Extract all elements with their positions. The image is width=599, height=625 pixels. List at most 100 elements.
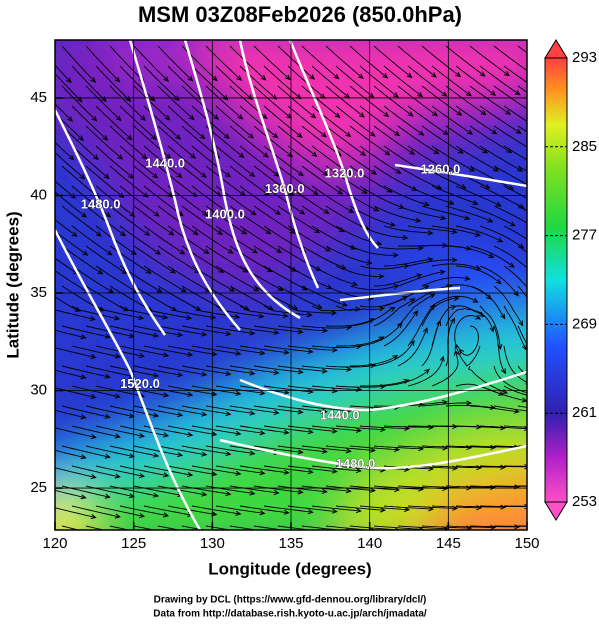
streamline-arrow [427,230,434,236]
streamline-arrow [341,301,349,307]
streamline-arrow [187,75,194,82]
streamline-arrow [234,314,241,320]
streamline [71,65,107,102]
streamline [469,125,512,153]
streamline [61,165,100,199]
streamline [517,205,527,212]
streamline [215,385,265,394]
streamline-arrow [378,273,385,279]
streamline [287,345,337,351]
streamline [335,105,376,137]
streamline [325,445,375,451]
streamline-arrow [80,334,87,340]
streamline-arrow [151,134,157,141]
streamline-arrow [163,512,170,518]
streamline [360,379,409,387]
streamline [263,145,304,176]
streamline-arrow [500,425,507,431]
streamline-arrow [348,208,355,213]
streamline [325,205,370,230]
streamline [503,425,527,428]
colorbar-body [544,57,568,503]
streamline [517,45,527,54]
streamline [157,205,199,235]
streamline [119,505,169,517]
streamline [301,285,348,306]
streamline [133,405,183,416]
streamline [133,165,173,198]
streamline-arrow [222,94,229,101]
streamline [493,405,527,412]
streamline [253,205,296,234]
streamline-arrow [99,306,106,312]
streamline-arrow [177,332,184,338]
streamline [503,345,527,383]
streamline [157,125,196,159]
streamline [445,485,496,488]
streamline [143,225,185,255]
streamline [253,85,292,119]
streamline-arrow [80,454,87,460]
streamline-arrow [325,246,332,252]
streamline-arrow [273,489,280,496]
streamline [431,145,475,172]
streamline-arrow [509,221,516,227]
streamline [311,425,361,432]
streamline-arrow [249,450,256,456]
streamline [311,305,360,312]
streamline [349,45,388,79]
streamline-arrow [394,130,401,137]
streamline [239,105,278,138]
streamline [431,105,473,135]
streamline-arrow [378,306,386,312]
streamline-arrow [273,329,280,335]
streamline-arrow [179,249,186,255]
streamline-arrow [323,208,330,215]
streamline-arrow [346,366,353,372]
streamline-arrow [201,371,208,377]
streamline [277,485,327,493]
streamline-arrow [66,77,72,84]
streamline [229,165,270,196]
y-tick-label: 25 [30,479,47,496]
streamline [119,425,169,437]
streamline-arrow [276,248,283,254]
contour-line [394,163,527,188]
streamline [287,505,337,513]
streamline [157,325,207,336]
streamline [191,185,232,216]
streamline-arrow [80,374,87,380]
streamline [133,485,183,496]
streamline-arrow [80,494,87,500]
streamline-arrow [451,229,458,235]
streamline [239,185,281,215]
streamline-arrow [115,115,122,122]
streamline [55,257,79,275]
streamline [311,105,351,137]
streamline-arrow [482,148,489,154]
streamline [95,145,134,179]
streamline-arrow [442,129,449,136]
streamline-arrow [249,330,256,336]
streamline [253,45,291,80]
streamline-arrow [163,392,170,398]
streamline-arrow [226,531,231,535]
streamline-arrow [259,390,266,396]
streamline-arrow [113,315,121,321]
streamline [373,205,421,222]
streamline-arrow [67,116,74,122]
streamline [445,404,495,409]
streamline [359,225,408,239]
colorbar-max-arrow [544,39,568,59]
streamline [263,185,305,215]
streamline [469,405,519,413]
streamline-arrow [126,134,133,141]
streamline-arrow [168,230,175,236]
streamline [167,425,217,436]
streamline-arrow [138,315,145,321]
streamline [167,345,217,356]
streamline-arrow [283,509,290,515]
streamline [459,325,479,356]
streamline [133,325,183,336]
streamline [503,65,527,84]
